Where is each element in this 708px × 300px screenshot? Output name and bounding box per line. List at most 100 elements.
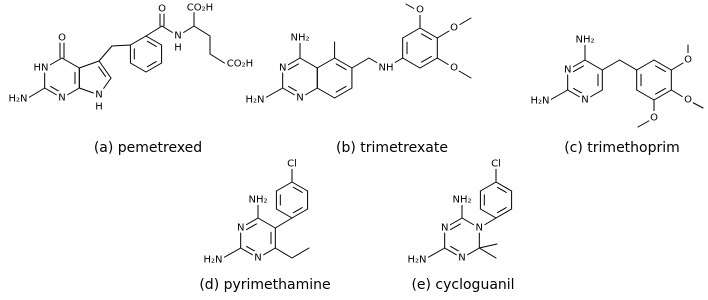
bond — [478, 217, 497, 229]
atom-label: NH₂ — [290, 33, 309, 44]
bond — [567, 59, 586, 71]
bond — [274, 217, 293, 229]
bond — [98, 60, 112, 79]
bond — [335, 63, 347, 71]
atom-label: HN — [34, 63, 49, 74]
bond — [145, 62, 163, 73]
bond — [145, 25, 163, 37]
bond — [653, 89, 672, 101]
bond — [316, 87, 336, 99]
atom-label: O — [416, 5, 424, 16]
atom-label: N — [95, 90, 102, 101]
bond — [619, 59, 638, 71]
bond — [653, 59, 672, 71]
atom-label: Cl — [491, 159, 501, 170]
bond — [405, 3, 421, 13]
atom-label: H — [174, 43, 182, 54]
bond — [292, 207, 303, 214]
bond — [636, 59, 655, 71]
bond — [335, 85, 347, 93]
bond — [98, 66, 107, 77]
bond — [291, 181, 309, 192]
bond — [453, 67, 472, 79]
bonds — [27, 3, 704, 259]
caption: (b) trimetrexate — [336, 140, 448, 156]
bond — [421, 33, 432, 41]
atom-label: H₂N — [203, 255, 222, 266]
bond — [299, 57, 318, 69]
atom-label: N — [237, 223, 244, 234]
atom-label: O — [158, 4, 166, 15]
atom-label: H₂N — [407, 255, 426, 266]
atom-label: O — [450, 23, 458, 34]
bond — [291, 208, 309, 219]
bond — [264, 87, 284, 99]
bond — [573, 87, 584, 95]
atom-label: H₂N — [8, 94, 27, 105]
bond — [478, 243, 498, 249]
atom-label: N — [581, 95, 588, 106]
atom-label: O — [684, 95, 692, 106]
bond — [567, 89, 586, 101]
bond — [636, 89, 655, 101]
atom-label: O — [684, 55, 692, 66]
bond — [222, 247, 242, 259]
bond — [368, 57, 387, 69]
atom-label: O — [650, 113, 658, 124]
bond — [292, 186, 303, 193]
bond — [50, 85, 61, 93]
bond — [288, 85, 299, 93]
bond — [670, 59, 689, 71]
atom-label: O — [58, 33, 66, 44]
bond — [209, 53, 227, 65]
bond — [495, 208, 513, 219]
bond — [78, 60, 100, 69]
bond — [246, 223, 257, 231]
atom-label: N — [254, 253, 261, 264]
bond — [257, 217, 276, 229]
bond — [145, 35, 163, 46]
bond — [496, 186, 507, 193]
bond — [146, 40, 157, 47]
bond — [78, 87, 100, 96]
bond — [177, 25, 195, 37]
bond — [421, 55, 432, 63]
bond — [453, 17, 472, 29]
bond — [461, 217, 480, 229]
bond — [419, 27, 438, 39]
bond — [655, 87, 666, 95]
atom-label: N — [458, 253, 465, 264]
bond — [385, 57, 404, 69]
atom-label: NH₂ — [452, 195, 471, 206]
bond — [670, 89, 689, 101]
bond — [98, 45, 113, 62]
caption: (e) cycloguanil — [411, 277, 514, 293]
bond — [584, 89, 603, 101]
bond — [111, 44, 131, 47]
bond — [129, 35, 147, 46]
bond — [246, 245, 257, 253]
bond — [402, 27, 421, 39]
bond — [450, 245, 461, 253]
bond — [257, 247, 276, 259]
bond — [479, 208, 497, 219]
bond — [426, 247, 446, 259]
bond — [444, 217, 463, 229]
bond — [549, 89, 569, 101]
bond — [479, 181, 497, 192]
bond — [240, 247, 259, 259]
bond — [419, 57, 438, 69]
bond — [291, 247, 310, 259]
bond — [334, 57, 353, 69]
bond — [61, 57, 80, 69]
bond — [193, 25, 211, 37]
atom-label: CO₂H — [227, 59, 253, 70]
bond — [573, 65, 584, 73]
caption: (a) pemetrexed — [94, 140, 202, 156]
atom-label: H — [95, 102, 103, 113]
bond — [450, 223, 461, 231]
bond — [444, 247, 463, 259]
bond — [44, 57, 63, 69]
